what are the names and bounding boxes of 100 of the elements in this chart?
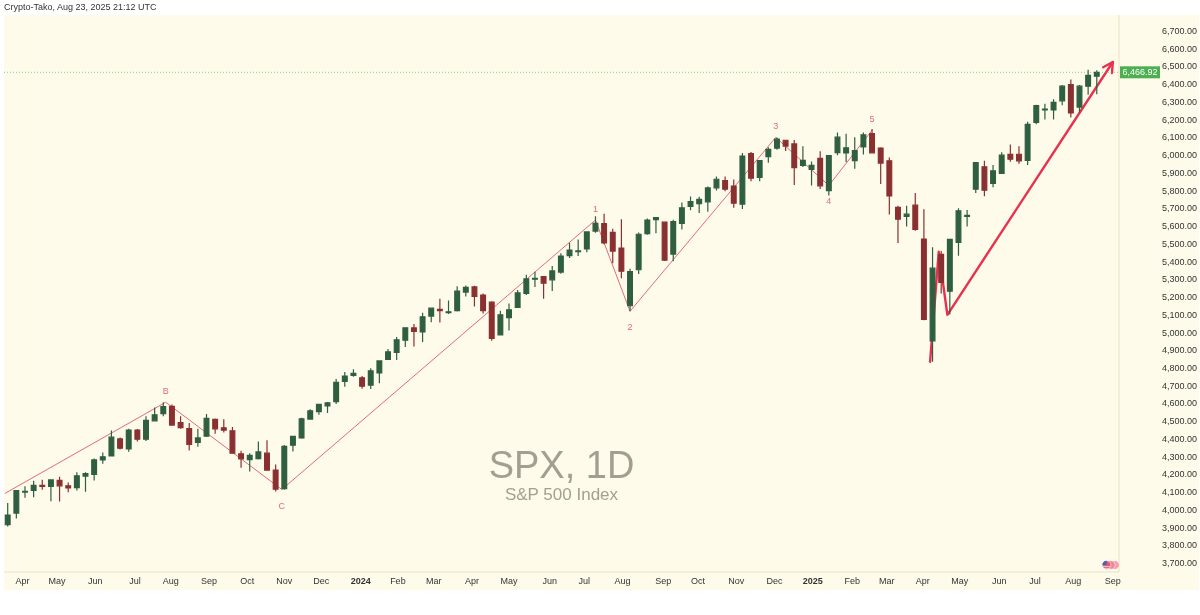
candlestick xyxy=(13,489,20,520)
candlestick xyxy=(540,276,547,300)
candlestick xyxy=(903,205,910,228)
candlestick xyxy=(618,218,625,279)
y-tick-label: 6,400.00 xyxy=(1162,79,1198,90)
candlestick xyxy=(748,151,755,182)
candlestick xyxy=(1016,145,1022,165)
candlestick xyxy=(471,285,478,308)
y-tick-label: 3,800.00 xyxy=(1162,540,1198,551)
candlestick xyxy=(955,207,962,257)
candlestick xyxy=(220,418,227,433)
annotation: 1 xyxy=(592,204,598,215)
candlestick xyxy=(82,471,89,493)
annotation: C xyxy=(278,500,286,511)
candlestick xyxy=(799,145,806,168)
candlestick xyxy=(117,436,124,451)
candlestick xyxy=(488,300,495,342)
y-tick-label: 4,300.00 xyxy=(1162,451,1198,462)
candlestick xyxy=(998,151,1005,175)
candlestick xyxy=(1076,84,1083,114)
x-tick-label: Apr xyxy=(15,576,30,586)
y-tick-label: 6,200.00 xyxy=(1162,114,1198,125)
candlestick xyxy=(1007,143,1014,163)
y-tick-label: 6,700.00 xyxy=(1162,25,1198,36)
y-tick-label: 6,300.00 xyxy=(1162,96,1198,107)
x-tick-label: Nov xyxy=(276,576,293,586)
candlestick xyxy=(1085,69,1092,96)
candlestick xyxy=(1067,78,1074,119)
candlestick xyxy=(419,312,426,343)
candlestick xyxy=(972,161,979,194)
candlestick xyxy=(367,367,374,390)
candlestick xyxy=(644,217,651,236)
candlestick xyxy=(773,136,780,151)
candlestick xyxy=(678,201,685,231)
candlestick xyxy=(782,139,789,152)
candlestick xyxy=(402,326,409,348)
candlestick xyxy=(817,150,824,190)
candlestick xyxy=(341,371,348,388)
candlestick xyxy=(333,378,340,405)
annotation: 2 xyxy=(627,322,633,333)
y-tick-label: 4,200.00 xyxy=(1162,469,1198,480)
x-tick-label: Jun xyxy=(542,576,558,586)
candlestick xyxy=(125,428,132,453)
candlestick xyxy=(1059,84,1066,106)
candlestick xyxy=(272,463,279,493)
candlestick xyxy=(99,452,106,465)
candlestick xyxy=(22,485,28,499)
candlestick xyxy=(713,176,720,192)
x-tick-label: May xyxy=(951,576,969,586)
y-tick-label: 4,600.00 xyxy=(1162,398,1198,409)
candlestick xyxy=(877,146,884,185)
candlestick xyxy=(454,285,461,313)
candlestick xyxy=(186,422,193,452)
x-tick-label: Nov xyxy=(728,576,745,586)
y-tick-label: 4,500.00 xyxy=(1162,416,1198,427)
y-tick-label: 5,300.00 xyxy=(1162,274,1198,285)
y-tick-label: 6,600.00 xyxy=(1162,43,1198,54)
y-tick-label: 4,700.00 xyxy=(1162,380,1198,391)
candlestick xyxy=(627,268,634,312)
x-tick-label: Oct xyxy=(240,576,255,586)
candlestick xyxy=(1050,98,1057,121)
candlestick xyxy=(134,428,141,443)
y-tick-label: 6,000.00 xyxy=(1162,150,1198,161)
candlestick xyxy=(808,160,815,187)
y-tick-label: 5,600.00 xyxy=(1162,221,1198,232)
candlestick xyxy=(91,457,98,482)
candlestick xyxy=(497,310,504,336)
annotation: B xyxy=(162,386,169,397)
y-tick-label: 5,100.00 xyxy=(1162,309,1198,320)
y-tick-label: 5,800.00 xyxy=(1162,185,1198,196)
x-tick-label: Apr xyxy=(915,576,930,586)
candlestick xyxy=(289,435,296,453)
candlestick xyxy=(531,271,538,288)
candlestick xyxy=(523,274,530,296)
candlestick xyxy=(704,185,711,213)
candlestick xyxy=(938,250,945,295)
candlestick xyxy=(791,139,798,186)
candlestick xyxy=(203,413,210,438)
text: Crypto-Tako, Aug 23, 2025 21:12 UTC xyxy=(4,2,158,12)
candlestick xyxy=(886,157,893,215)
candlestick xyxy=(56,476,63,502)
candlestick xyxy=(557,252,564,275)
x-tick-label: 2024 xyxy=(350,576,371,586)
candlestick xyxy=(1033,104,1040,125)
candlestick xyxy=(480,292,487,315)
candlestick xyxy=(920,208,927,321)
candlestick xyxy=(912,192,919,232)
candlestick xyxy=(730,178,737,209)
y-tick-label: 4,800.00 xyxy=(1162,363,1198,373)
x-tick-label: Mar xyxy=(425,576,442,586)
candlestick xyxy=(860,132,867,156)
x-tick-label: Jun xyxy=(991,576,1007,586)
candlestick xyxy=(4,502,11,528)
x-tick-label: Jul xyxy=(129,576,141,586)
x-tick-label: 2025 xyxy=(802,576,823,586)
candlestick xyxy=(566,242,573,259)
candlestick xyxy=(946,238,953,316)
candlestick xyxy=(964,209,971,228)
candlestick xyxy=(246,452,253,473)
candlestick xyxy=(652,216,659,234)
